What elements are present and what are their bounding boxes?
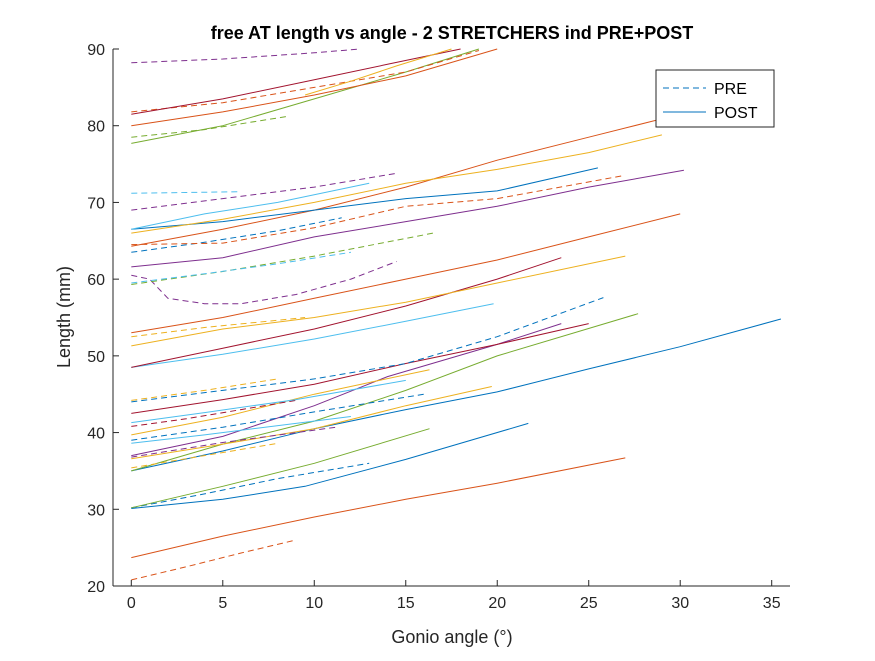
series-line-8 (131, 386, 492, 460)
series-line-12 (131, 393, 425, 441)
series-line-35 (131, 191, 242, 194)
series-line-3 (131, 422, 529, 509)
y-ticks: 20 30 40 50 60 70 80 90 (87, 42, 119, 596)
series-line-7 (131, 442, 278, 469)
series-line-27 (131, 169, 684, 268)
series-line-21 (131, 255, 626, 347)
series-line-41 (131, 48, 361, 64)
x-ticks: 0 5 10 15 20 25 30 35 (127, 580, 781, 612)
series-line-24 (131, 213, 681, 334)
x-axis-label: Gonio angle (°) (391, 627, 512, 647)
series-line-16 (131, 323, 589, 414)
y-tick-label: 80 (87, 119, 105, 136)
series-line-25 (131, 232, 434, 285)
series-line-42 (304, 48, 452, 96)
plot-area (113, 49, 790, 586)
series-line-40 (131, 48, 461, 115)
series-line-5 (131, 318, 782, 472)
legend-box (655, 69, 775, 128)
legend: PRE POST (655, 69, 775, 128)
series-line-17 (131, 297, 604, 403)
x-tick-label: 5 (218, 595, 227, 612)
x-tick-label: 30 (671, 595, 689, 612)
series-line-20 (131, 257, 562, 368)
y-tick-label: 70 (87, 195, 105, 212)
series-line-31 (131, 167, 599, 230)
legend-label-pre: PRE (714, 81, 747, 98)
x-tick-label: 25 (580, 595, 598, 612)
series-line-10 (131, 426, 337, 458)
x-tick-label: 35 (763, 595, 781, 612)
series-layer (131, 48, 782, 581)
x-tick-label: 0 (127, 595, 136, 612)
y-tick-label: 60 (87, 272, 105, 289)
series-line-23 (131, 261, 397, 305)
x-tick-label: 20 (488, 595, 506, 612)
y-tick-label: 40 (87, 426, 105, 443)
series-line-19 (131, 303, 494, 368)
series-line-4 (131, 428, 430, 509)
series-line-1 (131, 457, 626, 559)
series-line-6 (131, 313, 639, 472)
y-axis-label: Length (mm) (54, 266, 74, 368)
series-line-0 (131, 539, 297, 581)
series-line-39 (131, 50, 480, 113)
series-line-11 (131, 416, 351, 444)
y-tick-label: 50 (87, 349, 105, 366)
chart-title: free AT length vs angle - 2 STRETCHERS i… (211, 23, 694, 43)
series-line-14 (131, 399, 297, 427)
legend-label-post: POST (714, 105, 758, 122)
series-line-38 (131, 48, 498, 127)
y-tick-label: 90 (87, 42, 105, 59)
series-line-33 (131, 182, 370, 230)
series-line-2 (131, 462, 370, 509)
series-line-28 (131, 217, 342, 253)
series-line-37 (131, 116, 287, 138)
series-line-22 (131, 317, 306, 338)
series-line-15 (131, 379, 406, 424)
x-tick-label: 10 (305, 595, 323, 612)
series-line-26 (131, 251, 351, 284)
series-line-9 (131, 323, 562, 457)
y-tick-label: 30 (87, 502, 105, 519)
y-tick-label: 20 (87, 579, 105, 596)
series-line-30 (131, 175, 624, 246)
series-line-32 (131, 134, 663, 234)
x-tick-label: 15 (397, 595, 415, 612)
series-line-18 (131, 378, 278, 401)
series-line-13 (131, 369, 430, 436)
